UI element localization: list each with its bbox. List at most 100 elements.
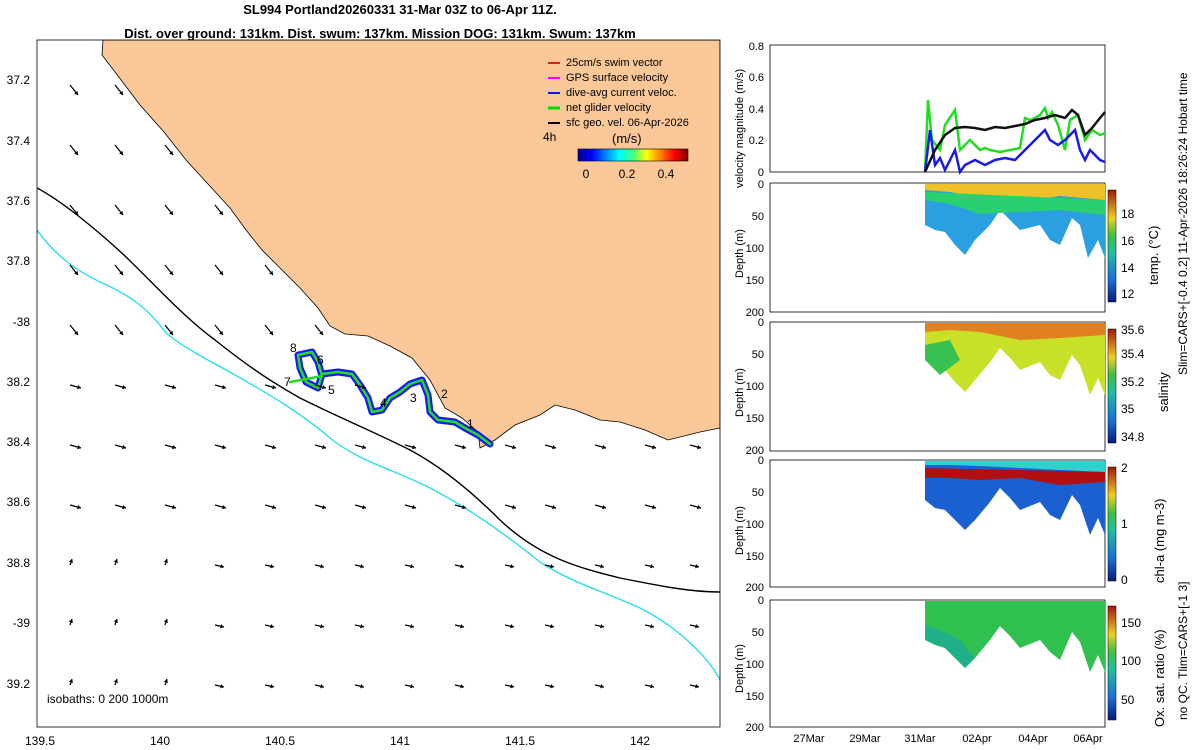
chla-depth-tick: 200 bbox=[746, 582, 764, 594]
current-arrowhead bbox=[74, 150, 78, 155]
lon-tick: 139.5 bbox=[25, 734, 55, 748]
time-tick: 04Apr bbox=[1018, 733, 1048, 745]
current-arrowhead bbox=[119, 150, 123, 155]
svg-text:GPS surface velocity: GPS surface velocity bbox=[566, 72, 669, 84]
current-arrowhead bbox=[650, 624, 654, 629]
current-arrowhead bbox=[219, 210, 223, 215]
lat-axis: 37.2 37.4 37.6 37.8 -38 38.2 38.4 38.6 3… bbox=[7, 73, 31, 691]
lat-tick: 37.8 bbox=[7, 254, 31, 268]
chla-panel bbox=[769, 459, 1106, 588]
current-arrowhead bbox=[119, 330, 123, 335]
waypoint-5: 5 bbox=[328, 383, 335, 397]
map-frame bbox=[36, 39, 721, 728]
current-arrowhead bbox=[695, 564, 699, 569]
plot-title-line-2: Dist. over ground: 131km. Dist. swum: 13… bbox=[124, 26, 636, 41]
chla-maximum-layer bbox=[925, 468, 1105, 485]
current-vectors bbox=[68, 84, 702, 689]
current-arrowhead bbox=[412, 504, 416, 510]
temp-depth-label: Depth (m) bbox=[734, 229, 746, 278]
current-arrowhead bbox=[74, 90, 78, 95]
current-arrowhead bbox=[600, 684, 604, 689]
current-arrowhead bbox=[220, 564, 224, 569]
current-arrowhead bbox=[322, 384, 326, 390]
current-arrowhead bbox=[163, 559, 168, 564]
waypoint-labels: 1 2 3 4 5 6 7 8 bbox=[284, 341, 474, 431]
waypoint-7: 7 bbox=[284, 375, 291, 389]
sal-depth-label: Depth (m) bbox=[734, 368, 746, 417]
glider-track bbox=[288, 348, 494, 448]
side-note-2: no QC. Tlim=CARS+[-1 3] bbox=[1176, 582, 1190, 721]
velocity-tick: 0 bbox=[758, 167, 764, 179]
temperature-warm-layer bbox=[925, 184, 1105, 202]
temp-depth-tick: 200 bbox=[746, 307, 764, 319]
current-arrowhead bbox=[163, 619, 168, 624]
ox-depth-tick: 150 bbox=[746, 691, 764, 703]
lat-tick: 38.2 bbox=[7, 375, 31, 389]
current-arrowhead bbox=[410, 624, 414, 629]
waypoint-3: 3 bbox=[410, 391, 417, 405]
chla-surface-layer bbox=[925, 461, 1105, 472]
current-arrowhead bbox=[410, 684, 414, 689]
current-arrowhead bbox=[269, 270, 273, 275]
lat-tick: 37.2 bbox=[7, 73, 31, 87]
map-panel: 1 2 3 4 5 6 7 8 37.2 37.4 37.6 37.8 -38 … bbox=[7, 39, 721, 748]
current-arrowhead bbox=[360, 624, 364, 629]
lon-tick: 140 bbox=[150, 734, 170, 748]
lon-axis: 139.5 140 140.5 141 141.5 142 bbox=[25, 734, 650, 748]
current-arrowhead bbox=[510, 684, 514, 689]
colorbar-unit: (m/s) bbox=[612, 131, 642, 146]
current-arrowhead bbox=[113, 559, 118, 564]
salinity-high-layer bbox=[925, 323, 1105, 340]
current-arrowhead bbox=[362, 444, 366, 450]
velocity-tick: 0.4 bbox=[749, 104, 764, 116]
current-arrowhead bbox=[68, 619, 73, 624]
velocity-series-black bbox=[923, 108, 1106, 173]
oxygen-cbar-label: Ox. sat. ratio (%) bbox=[1152, 629, 1167, 727]
current-arrowhead bbox=[219, 330, 223, 335]
chla-depth-tick: 150 bbox=[746, 551, 764, 563]
current-arrowhead bbox=[600, 624, 604, 629]
time-axis: 27Mar 29Mar 31Mar 02Apr 04Apr 06Apr bbox=[793, 733, 1103, 745]
colorbar-tick: 0.4 bbox=[658, 167, 675, 181]
current-arrowhead bbox=[602, 504, 606, 510]
current-arrowhead bbox=[362, 384, 366, 390]
current-arrowhead bbox=[113, 619, 118, 624]
time-tick: 29Mar bbox=[849, 733, 881, 745]
velocity-tick: 0.2 bbox=[749, 135, 764, 147]
current-arrowhead bbox=[550, 684, 554, 689]
lat-tick: 38.6 bbox=[7, 495, 31, 509]
current-arrowhead bbox=[322, 504, 326, 510]
chla-depth-tick: 100 bbox=[746, 519, 764, 531]
current-arrowhead bbox=[113, 679, 118, 684]
lat-tick: 38.8 bbox=[7, 556, 31, 570]
time-tick: 06Apr bbox=[1073, 733, 1103, 745]
current-arrowhead bbox=[550, 624, 554, 629]
lon-tick: 140.5 bbox=[265, 734, 295, 748]
velocity-series-blue bbox=[923, 127, 1106, 175]
current-arrowhead bbox=[652, 504, 656, 510]
temp-depth-tick: 150 bbox=[746, 275, 764, 287]
temp-cbar-tick: 14 bbox=[1121, 261, 1135, 275]
velocity-series-green bbox=[923, 99, 1106, 173]
current-arrowhead bbox=[122, 384, 126, 390]
current-arrowhead bbox=[77, 444, 81, 450]
current-arrowhead bbox=[222, 504, 226, 510]
current-arrowhead bbox=[74, 270, 78, 275]
speed-colorbar bbox=[577, 148, 689, 162]
temp-depth-tick: 100 bbox=[746, 243, 764, 255]
current-arrowhead bbox=[322, 444, 326, 450]
current-arrowhead bbox=[269, 330, 273, 335]
plot-title-line-1: SL994 Portland20260331 31-Mar 03Z to 06-… bbox=[243, 2, 557, 17]
current-arrowhead bbox=[270, 624, 274, 629]
depth-axes: 0 50 100 150 200 0 50 100 150 200 0 50 1… bbox=[746, 179, 764, 734]
map-legend: 25cm/s swim vector GPS surface velocity … bbox=[543, 57, 689, 181]
legend-item-swim-vector: 25cm/s swim vector bbox=[548, 57, 663, 69]
sal-cbar-tick: 35 bbox=[1121, 402, 1135, 416]
current-arrowhead bbox=[460, 624, 464, 629]
waypoint-2: 2 bbox=[441, 387, 448, 401]
lat-tick: 37.6 bbox=[7, 194, 31, 208]
temp-depth-tick: 50 bbox=[752, 211, 764, 223]
land-mass bbox=[101, 40, 720, 449]
ox-depth-label: Depth (m) bbox=[734, 644, 746, 693]
current-arrowhead bbox=[462, 504, 466, 510]
